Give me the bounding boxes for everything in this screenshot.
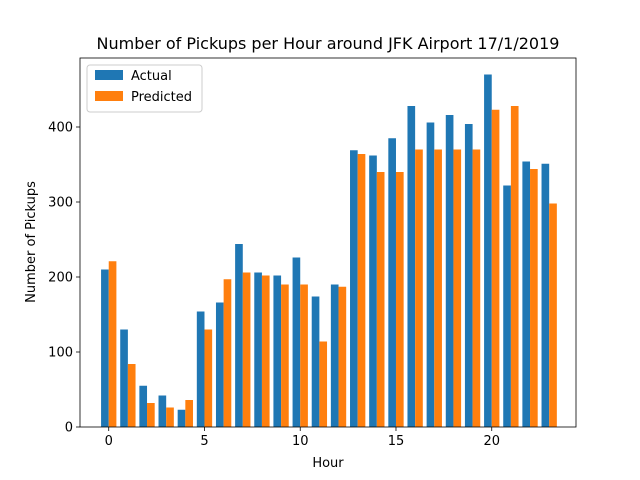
bar-actual-hour-17 — [426, 122, 435, 427]
bar-predicted-hour-16 — [415, 149, 423, 427]
bar-predicted-hour-7 — [242, 272, 251, 427]
x-tick-label: 20 — [483, 434, 500, 449]
bar-actual-hour-12 — [330, 284, 339, 427]
bar-predicted-hour-1 — [127, 364, 136, 427]
bar-actual-hour-23 — [541, 163, 550, 427]
bar-actual-hour-9 — [273, 275, 282, 427]
bar-actual-hour-1 — [120, 329, 128, 427]
bar-actual-hour-20 — [484, 74, 492, 427]
bar-predicted-hour-3 — [166, 407, 174, 427]
bar-actual-hour-18 — [445, 115, 454, 427]
y-tick-label: 300 — [48, 196, 73, 211]
bar-predicted-hour-14 — [376, 172, 385, 427]
x-tick-label: 10 — [292, 434, 309, 449]
legend: Actual Predicted — [86, 64, 203, 113]
bar-actual-hour-7 — [235, 244, 243, 427]
bar-actual-hour-14 — [369, 155, 377, 427]
x-axis-label: Hour — [312, 456, 344, 471]
y-tick-label: 400 — [48, 121, 73, 136]
bar-predicted-hour-11 — [319, 341, 328, 427]
bar-predicted-hour-13 — [357, 154, 366, 427]
bar-predicted-hour-19 — [472, 149, 481, 427]
bar-predicted-hour-6 — [223, 279, 232, 427]
bar-predicted-hour-15 — [395, 172, 404, 427]
bar-predicted-hour-22 — [530, 169, 538, 427]
bar-actual-hour-13 — [350, 150, 358, 427]
bar-actual-hour-19 — [464, 124, 473, 427]
bar-actual-hour-10 — [292, 257, 301, 427]
bar-predicted-hour-2 — [147, 403, 155, 427]
legend-label-predicted: Predicted — [131, 90, 192, 105]
x-tick-label: 0 — [105, 434, 113, 449]
bar-predicted-hour-20 — [491, 109, 500, 427]
bar-predicted-hour-21 — [510, 106, 519, 427]
legend-label-actual: Actual — [131, 69, 172, 84]
y-tick-label: 200 — [48, 271, 73, 286]
bar-actual-hour-11 — [311, 296, 320, 427]
bar-actual-hour-21 — [503, 185, 511, 427]
bar-predicted-hour-17 — [434, 149, 442, 427]
bar-actual-hour-8 — [254, 272, 262, 427]
bar-predicted-hour-0 — [108, 261, 117, 427]
bar-predicted-hour-23 — [549, 203, 557, 427]
x-tick-label: 15 — [388, 434, 405, 449]
bars-layer — [101, 74, 557, 427]
axes-layer — [79, 57, 577, 428]
bar-predicted-hour-10 — [300, 284, 308, 427]
x-tick-label: 5 — [200, 434, 208, 449]
bar-predicted-hour-8 — [261, 275, 270, 427]
bar-actual-hour-5 — [196, 311, 205, 427]
bar-actual-hour-3 — [158, 395, 167, 427]
legend-swatch-predicted — [95, 91, 123, 101]
bar-actual-hour-6 — [215, 302, 224, 427]
bar-actual-hour-16 — [407, 106, 416, 427]
bar-actual-hour-15 — [388, 138, 396, 427]
bar-predicted-hour-9 — [281, 284, 289, 427]
plot-frame — [79, 57, 577, 428]
chart-title: Number of Pickups per Hour around JFK Ai… — [97, 34, 560, 53]
plot-background — [80, 58, 576, 427]
y-tick-label: 0 — [65, 421, 73, 436]
bar-actual-hour-2 — [139, 385, 148, 427]
bar-predicted-hour-5 — [204, 329, 213, 427]
y-tick-label: 100 — [48, 346, 73, 361]
bar-actual-hour-0 — [101, 269, 109, 427]
bar-predicted-hour-18 — [453, 149, 462, 427]
y-axis-label: Number of Pickups — [24, 181, 39, 303]
bar-actual-hour-4 — [177, 409, 186, 427]
bar-predicted-hour-4 — [185, 400, 193, 427]
legend-swatch-actual — [95, 70, 123, 80]
bar-actual-hour-22 — [522, 161, 531, 427]
bar-predicted-hour-12 — [338, 286, 347, 427]
